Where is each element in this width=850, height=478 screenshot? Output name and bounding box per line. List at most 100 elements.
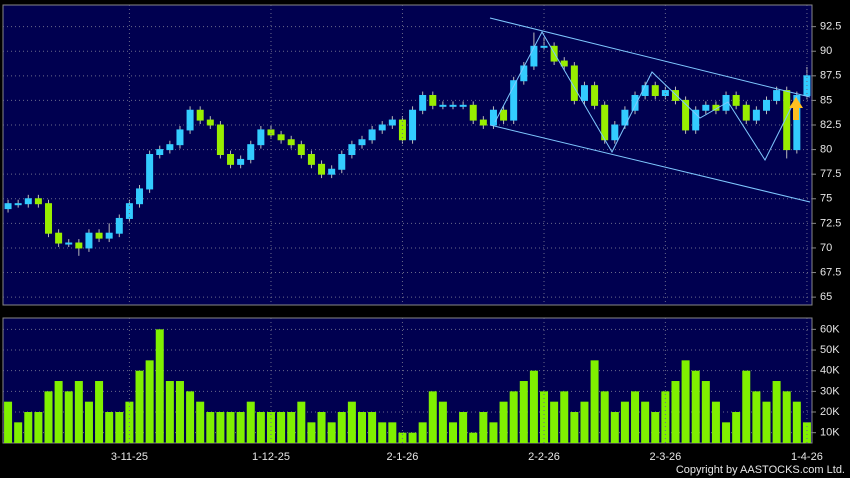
volume-bar xyxy=(347,401,356,443)
volume-bar xyxy=(287,412,296,443)
volume-bar xyxy=(802,422,811,443)
volume-bar xyxy=(115,412,124,443)
volume-bar xyxy=(266,412,275,443)
candle-body xyxy=(510,80,518,121)
volume-bar xyxy=(742,370,751,443)
candle-body xyxy=(580,85,588,101)
volume-bar xyxy=(570,412,579,443)
volume-bar xyxy=(499,401,508,443)
y-tick-label: 82.5 xyxy=(820,119,841,131)
candle-body xyxy=(459,104,467,107)
candle-body xyxy=(489,109,497,126)
x-tick-label: 2-1-26 xyxy=(387,451,419,463)
candle-body xyxy=(429,94,437,106)
candle-body xyxy=(206,119,214,126)
candle-body xyxy=(591,85,599,106)
candle-body xyxy=(631,94,639,111)
candle-body xyxy=(358,139,366,146)
volume-bar xyxy=(196,401,205,443)
volume-bar xyxy=(64,391,73,443)
volume-bar xyxy=(792,401,801,443)
volume-bar xyxy=(307,422,316,443)
volume-bar xyxy=(631,391,640,443)
candle-body xyxy=(65,242,73,245)
candle-body xyxy=(530,45,538,67)
candle-body xyxy=(348,144,356,156)
volume-bar xyxy=(34,412,43,443)
volume-bar xyxy=(681,360,690,443)
candle-body xyxy=(34,198,42,205)
volume-bar xyxy=(357,412,366,443)
candle-body xyxy=(338,154,346,170)
candle-body xyxy=(742,104,750,121)
y-tick-label: 65 xyxy=(820,291,832,303)
volume-bar xyxy=(701,381,710,443)
volume-bar xyxy=(14,422,23,443)
volume-bar xyxy=(540,391,549,443)
candle-body xyxy=(378,124,386,131)
candle-body xyxy=(702,104,710,111)
volume-bar xyxy=(762,401,771,443)
x-tick-label: 1-12-25 xyxy=(252,451,290,463)
volume-bar xyxy=(671,381,680,443)
copyright: Copyright by AASTOCKS.com Ltd. xyxy=(676,464,845,476)
trend-lines xyxy=(489,17,811,203)
y-tick-label: 92.5 xyxy=(820,21,841,33)
candle-body xyxy=(793,94,801,151)
volume-bar xyxy=(236,412,245,443)
candle-body xyxy=(4,203,12,210)
candle-body xyxy=(287,139,295,146)
volume-bar xyxy=(165,381,174,443)
volume-bar xyxy=(378,422,387,443)
volume-bar xyxy=(216,412,225,443)
candle-body xyxy=(267,129,275,136)
candle-body xyxy=(692,109,700,131)
candle-body xyxy=(611,124,619,141)
volume-bar xyxy=(732,412,741,443)
volume-bar xyxy=(155,329,164,443)
candle-body xyxy=(257,129,265,146)
candle-body xyxy=(146,154,154,190)
volume-bar xyxy=(418,422,427,443)
y-tick-label: 72.5 xyxy=(820,217,841,229)
volume-bar xyxy=(105,412,114,443)
volume-bar xyxy=(479,412,488,443)
candle-body xyxy=(388,119,396,126)
candle-body xyxy=(45,203,53,234)
volume-bar xyxy=(782,391,791,443)
candle-body xyxy=(368,129,376,141)
candle-body xyxy=(14,203,22,206)
candle-body xyxy=(176,129,184,146)
x-tick-label: 2-2-26 xyxy=(528,451,560,463)
candle-body xyxy=(469,104,477,121)
candle-body xyxy=(479,119,487,126)
volume-bar xyxy=(74,381,83,443)
volume-bar xyxy=(186,391,195,443)
candle-body xyxy=(752,109,760,121)
candle-body xyxy=(621,109,629,126)
candle-body xyxy=(560,60,568,67)
candle-body xyxy=(75,242,83,249)
y-tick-label: 80 xyxy=(820,143,832,155)
candle-body xyxy=(227,154,235,165)
candle-body xyxy=(85,232,93,249)
candle-body xyxy=(732,94,740,106)
candle-body xyxy=(115,217,123,234)
candle-body xyxy=(125,203,133,219)
volume-bar xyxy=(691,370,700,443)
candle-body xyxy=(216,124,224,156)
volume-bar xyxy=(297,401,306,443)
price-panel xyxy=(2,4,813,306)
volume-bar xyxy=(226,412,235,443)
volume-bar xyxy=(337,412,346,443)
y-tick-label: 90 xyxy=(820,45,832,57)
volume-bar xyxy=(550,401,559,443)
candle-body xyxy=(449,104,457,107)
volume-bar xyxy=(246,401,255,443)
candle-body xyxy=(318,163,326,175)
candle-body xyxy=(136,188,144,205)
volume-bar xyxy=(610,412,619,443)
volume-bar xyxy=(135,370,144,443)
y-tick-label: 40K xyxy=(820,365,840,377)
